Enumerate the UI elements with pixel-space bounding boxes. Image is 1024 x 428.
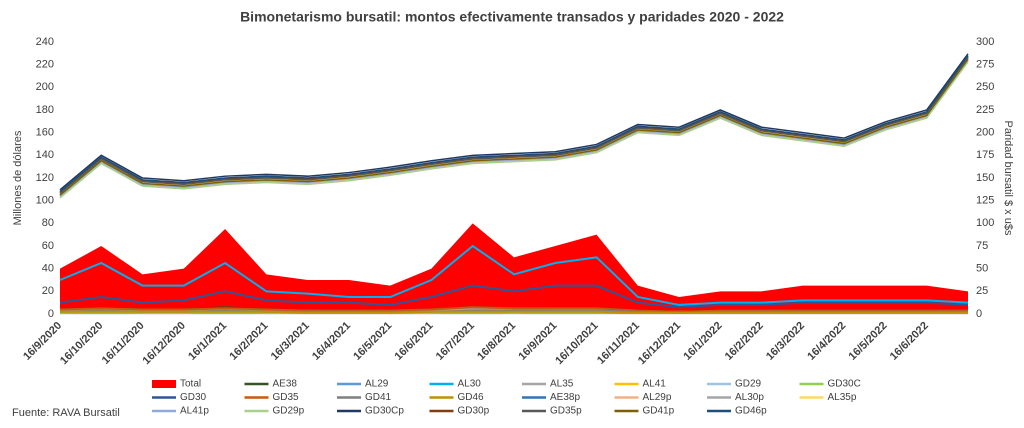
- legend-label: AL35: [550, 379, 574, 390]
- line: [59, 284, 969, 309]
- line: [59, 306, 968, 313]
- legend-label: GD29: [735, 379, 762, 390]
- y-tick-label: 0: [48, 308, 54, 320]
- x-tick-label: 16/3/2021: [269, 320, 312, 363]
- x-tick-label: 16/2/2022: [723, 320, 766, 363]
- y-tick-label: 120: [36, 172, 54, 184]
- legend-label: AL30p: [735, 392, 764, 403]
- legend-label: AL29p: [643, 392, 672, 403]
- x-tick-label: 16/6/2021: [393, 320, 436, 363]
- y2-tick-label: 25: [976, 285, 988, 297]
- y-tick-label: 100: [36, 195, 54, 207]
- x-tick-label: 16/4/2022: [805, 320, 848, 363]
- y-axis-title: Millones de dólares: [12, 130, 24, 225]
- y-tick-label: 200: [36, 81, 54, 93]
- line: [60, 310, 968, 314]
- x-tick-label: 16/6/2022: [888, 320, 931, 363]
- line: [59, 60, 969, 198]
- y2-tick-label: 175: [976, 149, 994, 161]
- legend-label: GD30Cp: [365, 406, 404, 417]
- line: [59, 61, 969, 199]
- x-tick-label: 16/10/2021: [553, 320, 600, 367]
- legend-label: AL30: [458, 379, 482, 390]
- y2-tick-label: 75: [976, 240, 988, 252]
- legend-label: GD30: [180, 392, 207, 403]
- line: [59, 53, 969, 191]
- line: [59, 56, 969, 194]
- x-tick-label: 16/9/2020: [21, 320, 64, 363]
- legend-label: GD35: [273, 392, 300, 403]
- legend-swatch: [152, 380, 176, 388]
- area: [60, 223, 968, 314]
- legend-label: GD30C: [828, 379, 861, 390]
- y-tick-label: 20: [42, 285, 54, 297]
- x-tick-label: 16/11/2020: [100, 320, 147, 367]
- y2-tick-label: 0: [976, 308, 982, 320]
- x-tick-label: 16/9/2021: [516, 320, 559, 363]
- x-tick-label: 16/12/2020: [141, 320, 188, 367]
- y2-tick-label: 300: [976, 36, 994, 48]
- x-tick-label: 16/2/2021: [227, 320, 270, 363]
- y2-tick-label: 150: [976, 172, 994, 184]
- legend-label: GD30p: [458, 406, 490, 417]
- legend-label: Total: [180, 379, 201, 390]
- line: [59, 244, 969, 306]
- legend-label: AE38: [273, 379, 298, 390]
- legend-label: GD46p: [735, 406, 767, 417]
- x-tick-label: 16/1/2021: [186, 320, 229, 363]
- x-tick-label: 16/5/2021: [351, 320, 394, 363]
- chart-title: Bimonetarismo bursatil: montos efectivam…: [240, 9, 784, 25]
- x-tick-label: 16/8/2021: [475, 320, 518, 363]
- legend-label: GD35p: [550, 406, 582, 417]
- legend-label: AL41: [643, 379, 667, 390]
- x-tick-label: 16/1/2022: [681, 320, 724, 363]
- y2-tick-label: 200: [976, 127, 994, 139]
- line: [59, 59, 969, 197]
- y-tick-label: 140: [36, 149, 54, 161]
- y-tick-label: 160: [36, 127, 54, 139]
- line: [59, 57, 969, 195]
- y2-tick-label: 125: [976, 195, 994, 207]
- line: [59, 55, 969, 193]
- y-tick-label: 180: [36, 104, 54, 116]
- x-tick-label: 16/11/2021: [595, 320, 642, 367]
- legend-label: AL35p: [828, 392, 857, 403]
- line: [59, 58, 969, 196]
- y-tick-label: 80: [42, 217, 54, 229]
- y2-tick-label: 275: [976, 59, 994, 71]
- source: Fuente: RAVA Bursatil: [12, 407, 120, 419]
- x-tick-label: 16/7/2021: [434, 320, 477, 363]
- y2-tick-label: 225: [976, 104, 994, 116]
- y2-tick-label: 50: [976, 263, 988, 275]
- legend-label: GD29p: [273, 406, 305, 417]
- y-tick-label: 220: [36, 59, 54, 71]
- line: [59, 56, 969, 194]
- legend-label: AE38p: [550, 392, 580, 403]
- line: [59, 56, 969, 194]
- legend-label: AL29: [365, 379, 389, 390]
- y2-tick-label: 250: [976, 81, 994, 93]
- x-tick-label: 16/12/2021: [636, 320, 683, 367]
- y-tick-label: 60: [42, 240, 54, 252]
- legend-label: GD41: [365, 392, 392, 403]
- y2-tick-label: 100: [976, 217, 994, 229]
- line: [59, 58, 969, 196]
- x-tick-label: 16/3/2022: [764, 320, 807, 363]
- y-tick-label: 40: [42, 263, 54, 275]
- legend-label: AL41p: [180, 406, 209, 417]
- x-tick-label: 16/5/2022: [847, 320, 890, 363]
- y2-axis-title: Paridad bursatil $ x u$s: [1002, 121, 1014, 236]
- y-tick-label: 240: [36, 36, 54, 48]
- x-tick-label: 16/4/2021: [310, 320, 353, 363]
- legend-label: GD41p: [643, 406, 675, 417]
- x-tick-label: 16/10/2020: [58, 320, 105, 367]
- legend-label: GD46: [458, 392, 485, 403]
